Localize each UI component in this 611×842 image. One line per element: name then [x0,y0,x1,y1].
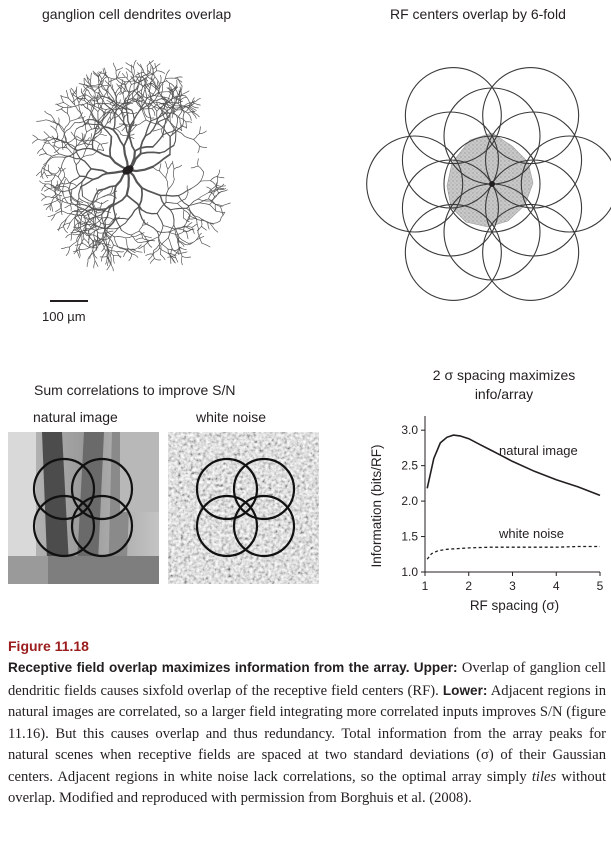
chart-title-line-1: 2 σ spacing maximizes [432,367,576,383]
chart-title-line-2: info/array [474,386,534,402]
series-line-white-noise [426,545,600,560]
x-tick-label: 1 [422,579,429,593]
figure-label: Figure 11.18 [8,638,89,654]
rf-panel-title: RF centers overlap by 6-fold [390,6,566,22]
y-tick-label: 1.0 [401,565,418,579]
rf-circle [520,135,611,233]
caption-lower-text: Adjacent regions in natural images are c… [8,682,606,785]
white-noise-label: white noise [196,409,267,425]
caption-upper-text: Overlap of ganglion cell dendritic field… [8,660,606,699]
scale-bar [50,300,88,302]
dendrites-panel-title: ganglion cell dendrites overlap [42,6,232,22]
caption-upper-label: Upper: [413,660,458,675]
white-noise-rf-circles [195,457,296,558]
caption-lower-label: Lower: [442,682,488,698]
rf-circle [404,67,502,165]
y-tick-label: 3.0 [401,423,418,437]
natural-image-label: natural image [33,409,118,425]
x-tick-label: 5 [597,579,604,593]
y-tick-label: 1.5 [401,530,418,544]
y-tick-label: 2.0 [401,494,418,508]
y-axis-label: Information (bits/RF) [369,444,384,567]
x-tick-label: 4 [553,579,560,593]
x-tick-label: 3 [509,579,516,593]
caption-tiles-word: tiles [531,768,557,785]
y-tick-label: 2.5 [401,459,418,473]
rf-circle [482,67,580,165]
rf-circle [485,111,583,209]
series-label-white-noise: white noise [498,526,564,541]
x-axis-label: RF spacing (σ) [470,598,559,613]
series-line-natural-image [426,434,601,497]
scale-bar-label: 100 µm [42,309,86,324]
figure-caption: Receptive field overlap maximizes inform… [8,657,606,810]
natural-image-photo [8,432,159,584]
chart-title: 2 σ spacing maximizes info/array [404,366,604,404]
x-tick-label: 2 [465,579,472,593]
natural-image-rf-circles [32,457,134,558]
rf-circle [404,203,502,301]
series-label-natural-image: natural image [499,443,578,458]
sum-panel-title: Sum correlations to improve S/N [34,382,236,398]
caption-bold-lead: Receptive field overlap maximizes inform… [8,660,410,675]
white-noise-photo [168,432,319,584]
rf-center-dot [489,181,495,187]
caption-lower-text-end: without overlap. Modified and reproduced… [8,768,606,807]
rf-circle [366,135,464,233]
rf-circle [482,203,580,301]
